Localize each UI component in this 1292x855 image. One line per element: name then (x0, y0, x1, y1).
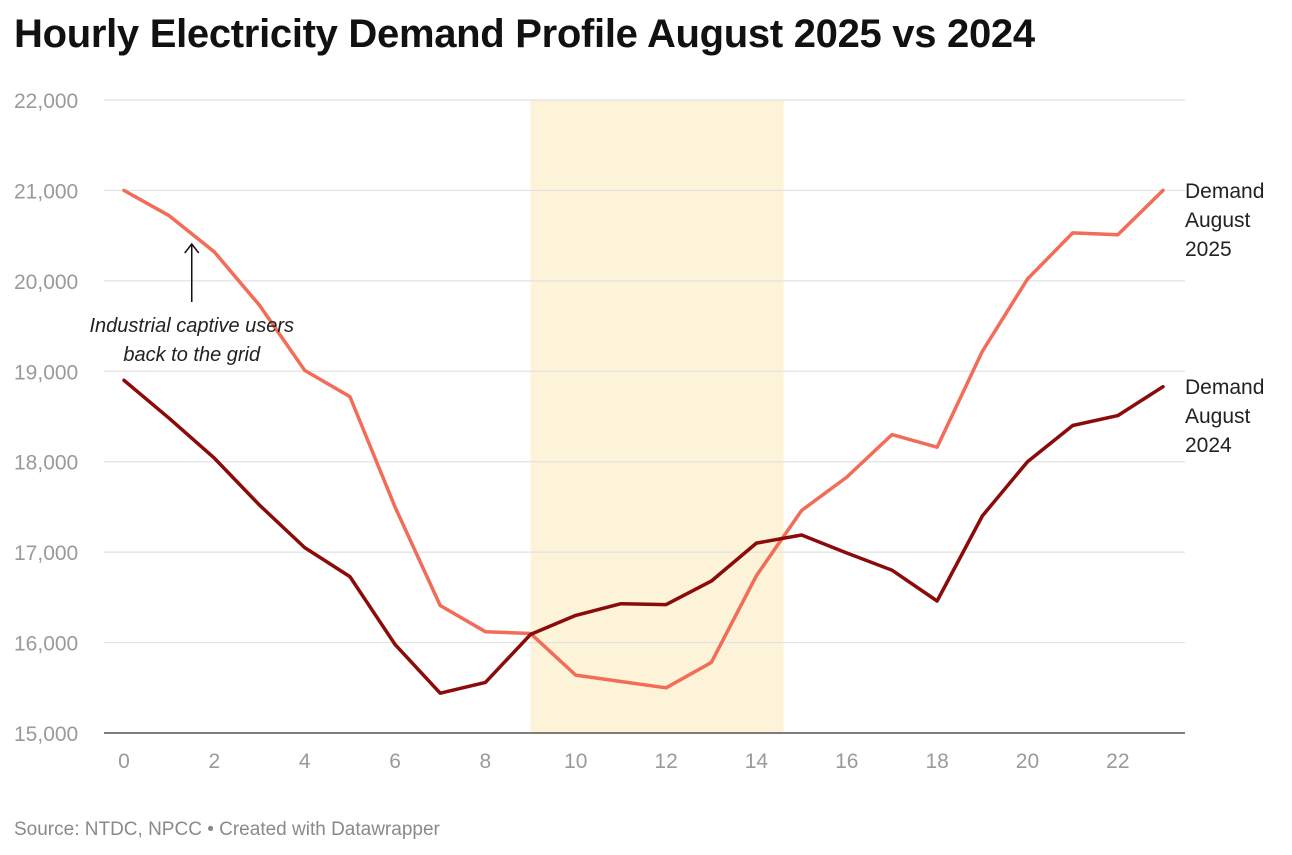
y-tick-label: 18,000 (14, 452, 78, 475)
x-tick-label: 8 (480, 750, 492, 773)
y-tick-label: 21,000 (14, 180, 78, 203)
y-tick-label: 19,000 (14, 361, 78, 384)
y-tick-label: 17,000 (14, 542, 78, 565)
source-note: Source: NTDC, NPCC • Created with Datawr… (14, 819, 440, 840)
y-tick-label: 15,000 (14, 723, 78, 746)
annotation-text: back to the grid (123, 344, 261, 366)
y-tick-label: 20,000 (14, 271, 78, 294)
y-tick-label: 16,000 (14, 633, 78, 656)
series-line-2025 (122, 188, 1165, 690)
chart-title: Hourly Electricity Demand Profile August… (14, 12, 1035, 56)
x-tick-label: 18 (925, 750, 948, 773)
series-label-2024: August (1185, 405, 1251, 428)
x-tick-label: 22 (1106, 750, 1129, 773)
x-tick-label: 10 (564, 750, 587, 773)
series-label-2025: 2025 (1185, 238, 1232, 261)
series-line-2024 (122, 378, 1165, 695)
x-tick-label: 0 (118, 750, 130, 773)
x-tick-label: 4 (299, 750, 311, 773)
series-label-2024: Demand (1185, 376, 1264, 399)
annotation-text: Industrial captive users (89, 315, 294, 337)
highlight-band (530, 100, 784, 733)
series-label-2025: Demand (1185, 180, 1264, 203)
annotation-arrowhead (184, 242, 200, 254)
series-label-2025: August (1185, 209, 1251, 232)
x-tick-label: 6 (389, 750, 401, 773)
x-tick-label: 12 (654, 750, 677, 773)
x-tick-label: 20 (1016, 750, 1039, 773)
x-tick-label: 16 (835, 750, 858, 773)
x-tick-label: 14 (745, 750, 769, 773)
x-tick-label: 2 (209, 750, 221, 773)
y-tick-label: 22,000 (14, 90, 78, 113)
series-label-2024: 2024 (1185, 434, 1232, 457)
